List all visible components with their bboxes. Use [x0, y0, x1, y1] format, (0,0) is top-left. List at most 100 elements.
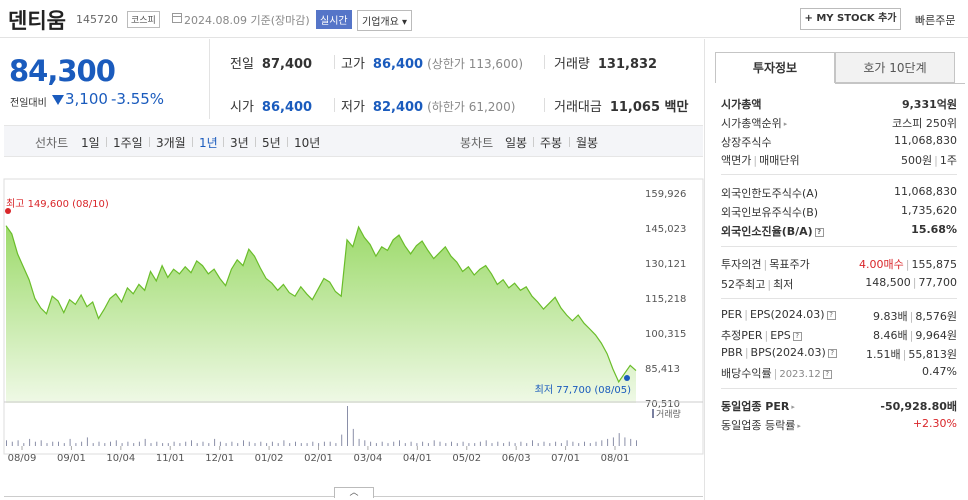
volume-bar [283, 440, 285, 446]
quick-order-link[interactable]: 빠른주문 [915, 14, 956, 27]
volume-bar [237, 443, 239, 446]
tab-1y[interactable]: 1년 [199, 136, 218, 150]
add-mystock-button[interactable]: + MY STOCK 추가 [800, 8, 901, 30]
volume-bar [526, 443, 528, 446]
x-tick-label: 02/01 [304, 453, 333, 464]
high-marker [5, 208, 11, 214]
company-info-dropdown[interactable]: 기업개요 ▾ [357, 10, 412, 31]
volume-bar [485, 440, 487, 446]
volume-bar [6, 440, 7, 446]
tab-1d[interactable]: 1일 [81, 136, 100, 150]
volume-bar [555, 441, 557, 446]
tab-5y[interactable]: 5년 [262, 136, 281, 150]
volume-bar [630, 438, 632, 446]
volume-label: 거래량 [656, 408, 681, 420]
volume-bar [427, 443, 429, 446]
calendar-icon [172, 13, 182, 23]
volume-bar [456, 443, 458, 446]
volume-bar [375, 443, 377, 446]
x-tick-label: 10/04 [106, 453, 135, 464]
volume-bar [347, 406, 348, 446]
x-tick-label: 03/04 [354, 453, 383, 464]
tab-1w[interactable]: 1주일 [113, 136, 143, 150]
pbr-row: PBR | BPS(2024.03)? 1.51배 | 55,813원 [721, 346, 957, 361]
help-icon[interactable]: ? [814, 227, 824, 237]
tab-3m[interactable]: 3개월 [156, 136, 186, 150]
volume-bar [63, 443, 65, 446]
help-icon[interactable]: ? [792, 331, 802, 341]
current-price: 84,300 [9, 54, 116, 88]
volume-bar [219, 441, 221, 446]
x-tick-label: 12/01 [205, 453, 234, 464]
stat-high: 고가 86,400 (상한가 113,600) [341, 57, 524, 72]
volume-bar [549, 443, 551, 446]
volume-bar [318, 443, 320, 446]
volume-bar [300, 443, 302, 446]
tab-10y[interactable]: 10년 [294, 136, 321, 150]
help-icon[interactable]: ? [826, 310, 836, 320]
volume-bar [248, 441, 250, 446]
volume-bar [162, 443, 164, 446]
volume-bar [578, 443, 580, 446]
volume-bar [537, 443, 539, 446]
volume-bar [185, 441, 187, 446]
x-tick-label: 09/01 [57, 453, 86, 464]
volume-bar [17, 440, 19, 446]
volume-bar [572, 441, 574, 446]
volume-bar [479, 441, 481, 446]
volume-bar [445, 443, 447, 446]
per-row: PER | EPS(2024.03)? 9.83배 | 8,576원 [721, 308, 957, 323]
help-icon[interactable]: ? [827, 348, 837, 358]
volume-bar [179, 443, 181, 446]
volume-bar [323, 441, 325, 446]
help-icon[interactable]: ? [822, 369, 832, 379]
volume-bar [260, 441, 262, 446]
listed-shares-row: 상장주식수 11,068,830 [721, 134, 957, 149]
volume-bar [601, 440, 603, 446]
volume-bar [520, 441, 522, 446]
volume-bar [86, 437, 88, 446]
volume-bar [289, 443, 291, 446]
diff-amount: 3,100 [65, 90, 108, 108]
volume-bar [636, 440, 637, 446]
volume-bar [92, 443, 94, 446]
realtime-button[interactable]: 실시간 [316, 10, 352, 29]
volume-bar [514, 443, 516, 446]
y-tick-label: 159,926 [645, 189, 686, 200]
tab-weekly[interactable]: 주봉 [540, 136, 563, 150]
stat-prev-close: 전일 87,400 [230, 57, 313, 72]
volume-bar [589, 443, 591, 446]
volume-bar [451, 441, 452, 446]
volume-bar [410, 441, 412, 446]
volume-bar [133, 443, 135, 446]
volume-bar [341, 434, 343, 446]
chart-frame [3, 178, 704, 455]
volume-bar [58, 441, 59, 446]
tab-monthly[interactable]: 월봉 [576, 136, 599, 150]
volume-bar [115, 440, 117, 446]
volume-bar [34, 441, 36, 446]
volume-bar [370, 441, 372, 446]
volume-bar [167, 443, 169, 446]
volume-bar [40, 440, 42, 446]
volume-bar [271, 441, 273, 446]
foreign-limit-row: 외국인한도주식수(A) 11,068,830 [721, 185, 957, 200]
market-cap-row: 시가총액 9,331억원 [721, 98, 957, 111]
tab-invest-info[interactable]: 투자정보 [715, 52, 835, 83]
tab-hoga-10[interactable]: 호가 10단계 [835, 52, 955, 83]
x-tick-label: 08/01 [601, 453, 630, 464]
foreign-ratio-row: 외국인소진율(B/A)? 15.68% [721, 223, 957, 238]
volume-bar [491, 443, 493, 446]
line-chart-title: 선차트 [35, 136, 69, 150]
period-tabs-bar: 선차트 1일 1주일 3개월 1년 3년 5년 10년 봉차트 일봉 주봉 월봉 [4, 125, 703, 157]
volume-bar [52, 441, 54, 446]
volume-bar [312, 441, 314, 446]
tab-3y[interactable]: 3년 [230, 136, 249, 150]
tab-daily[interactable]: 일봉 [505, 136, 528, 150]
volume-bar [329, 441, 331, 446]
collapse-chart-button[interactable]: ︿ [334, 487, 374, 498]
y-tick-label: 70,510 [645, 399, 680, 410]
volume-bar [144, 438, 146, 446]
volume-bar [104, 443, 106, 446]
date-info: 2024.08.09 기준(장마감) [184, 14, 310, 27]
